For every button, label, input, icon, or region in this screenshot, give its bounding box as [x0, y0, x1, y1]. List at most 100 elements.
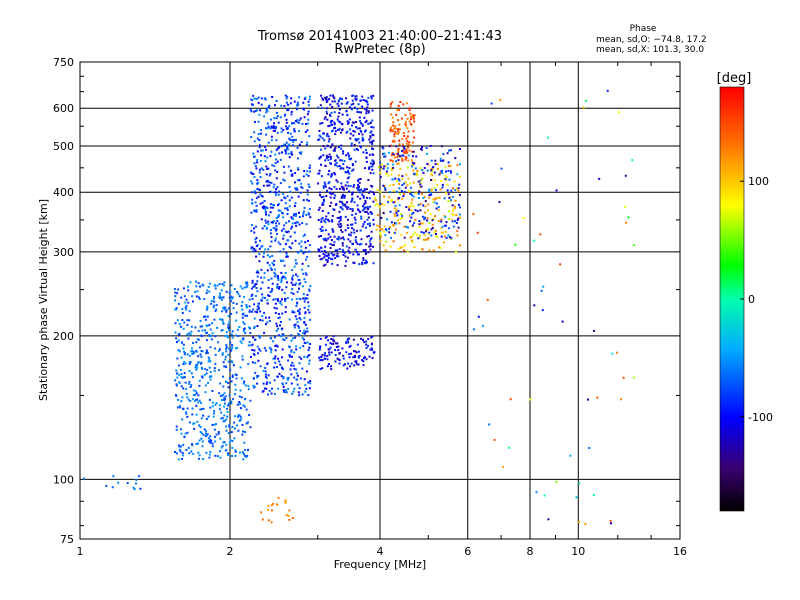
data-point [326, 358, 329, 361]
data-point [327, 363, 330, 365]
data-point [334, 194, 337, 197]
data-point [308, 346, 311, 349]
data-point [328, 98, 331, 100]
data-point [265, 127, 267, 130]
data-point [269, 190, 272, 193]
data-point [340, 147, 343, 150]
data-point [410, 201, 413, 204]
data-point [457, 203, 460, 206]
data-point [439, 246, 442, 249]
data-point [251, 198, 254, 201]
data-point [418, 236, 421, 239]
data-point [191, 347, 193, 350]
data-point [322, 195, 325, 198]
data-point [419, 183, 422, 186]
data-point [218, 404, 221, 407]
data-point [304, 341, 307, 344]
data-point [256, 311, 259, 314]
data-point [339, 226, 342, 229]
x-tick-label: 8 [527, 545, 534, 558]
data-point [333, 121, 336, 124]
data-point [319, 156, 321, 159]
data-point [188, 382, 190, 385]
data-point [185, 411, 187, 414]
data-point [354, 350, 357, 353]
data-point [333, 185, 336, 188]
data-point [318, 206, 321, 209]
data-point [258, 348, 261, 351]
data-point [379, 166, 382, 169]
data-point [290, 152, 293, 155]
data-point [271, 282, 274, 285]
data-point [341, 113, 344, 116]
data-point [396, 109, 399, 112]
data-point [306, 198, 309, 201]
data-point [262, 369, 265, 372]
data-point [273, 183, 276, 186]
data-point [266, 226, 269, 229]
data-point [384, 249, 387, 252]
data-point [298, 394, 301, 397]
data-point [211, 390, 214, 392]
data-point [410, 216, 413, 219]
data-point [362, 151, 365, 154]
data-point [369, 245, 372, 247]
data-point [231, 297, 233, 300]
data-point [224, 358, 227, 361]
data-point [322, 145, 325, 147]
data-point [412, 114, 415, 117]
data-point [270, 290, 273, 293]
data-point [417, 197, 420, 199]
data-point [179, 450, 182, 453]
data-point [245, 306, 248, 309]
data-point [409, 112, 412, 115]
data-point [243, 323, 246, 325]
data-point [295, 214, 297, 217]
data-point [414, 218, 417, 221]
data-point [301, 186, 304, 189]
data-point [294, 187, 297, 190]
data-point [379, 202, 382, 205]
data-point [384, 165, 387, 168]
data-point [205, 349, 208, 352]
data-point [431, 219, 434, 222]
data-point [211, 401, 214, 404]
data-point [347, 362, 350, 365]
data-point [372, 262, 375, 265]
data-point [375, 228, 378, 231]
data-point [259, 202, 262, 205]
data-point [280, 279, 283, 282]
data-point [336, 264, 339, 267]
data-point [339, 223, 342, 225]
data-point [223, 441, 226, 444]
data-point [176, 292, 179, 295]
data-point [239, 402, 242, 405]
data-point [416, 210, 419, 213]
data-point [187, 289, 190, 292]
data-point [199, 431, 202, 434]
data-point [412, 224, 414, 227]
data-point [439, 188, 442, 191]
data-point [373, 197, 376, 200]
data-point [391, 160, 394, 163]
data-point [308, 244, 311, 247]
data-point [404, 150, 407, 153]
data-point [251, 293, 254, 296]
data-point [256, 161, 259, 164]
data-point [540, 289, 543, 292]
colorbar-tick-label: 0 [748, 293, 755, 306]
data-point [307, 394, 310, 396]
data-point [258, 168, 261, 171]
data-point [362, 360, 365, 363]
data-point [336, 237, 339, 240]
data-point [275, 158, 278, 161]
data-point [261, 201, 264, 204]
data-point [324, 237, 327, 240]
data-point [390, 173, 393, 176]
data-point [274, 349, 277, 352]
data-point [382, 147, 385, 150]
data-point [278, 360, 281, 363]
data-point [348, 176, 351, 179]
data-point [188, 362, 191, 365]
data-point [414, 209, 417, 212]
